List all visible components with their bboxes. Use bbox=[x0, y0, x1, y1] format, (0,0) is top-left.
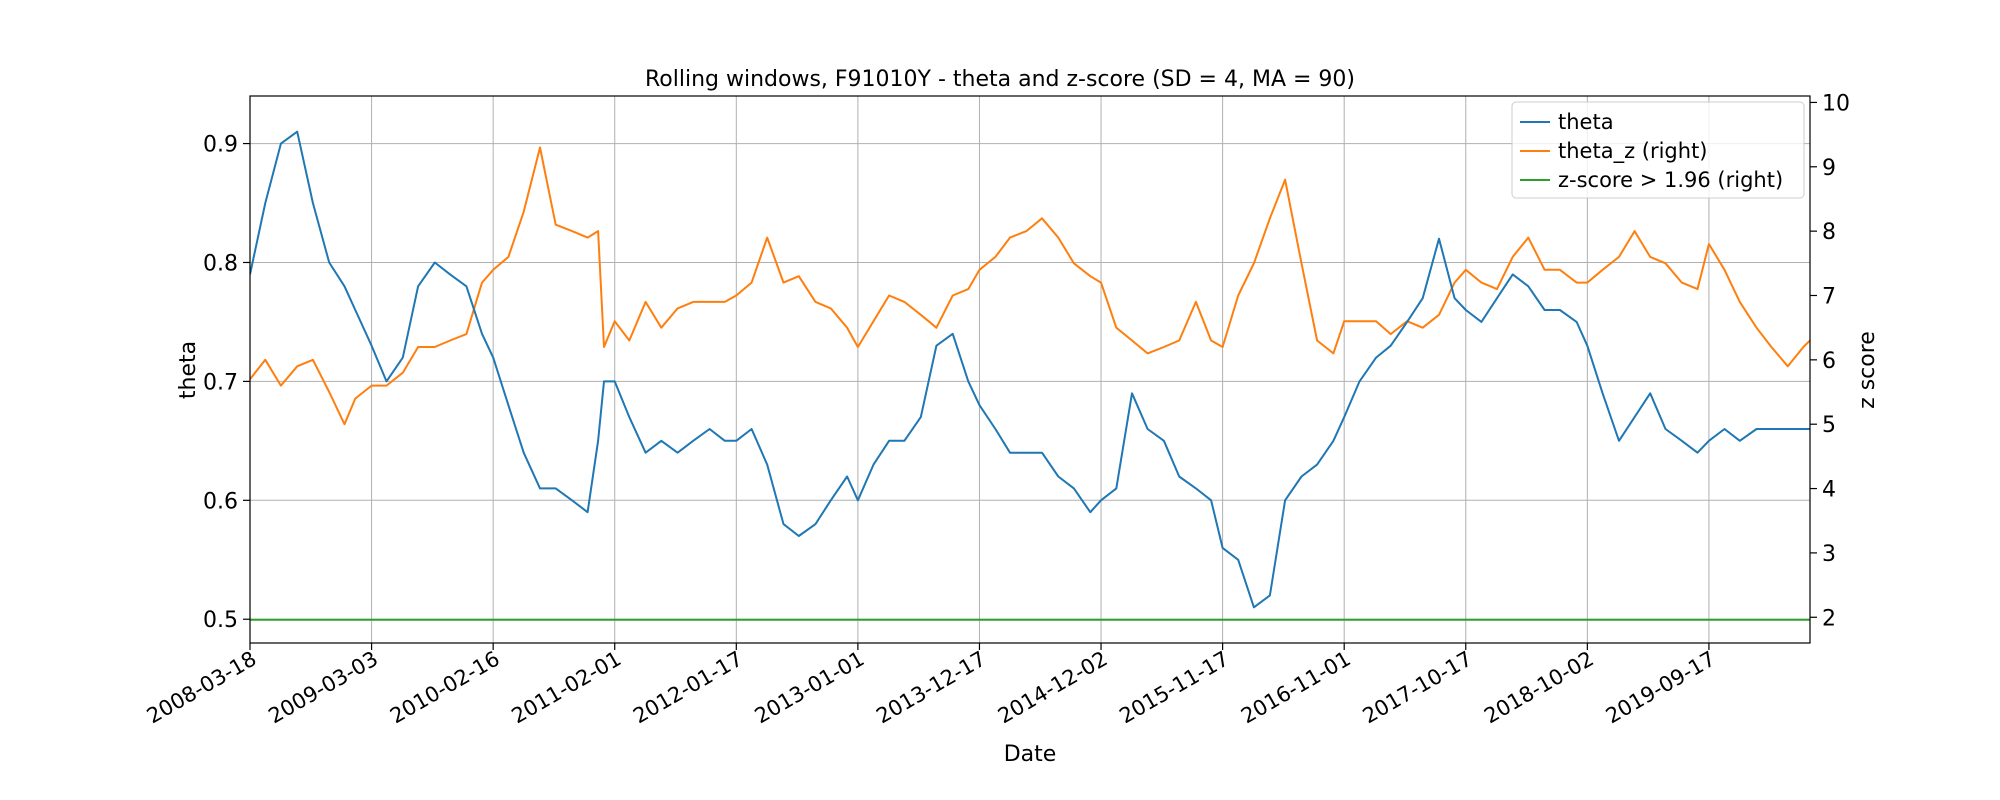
legend-label-theta: theta bbox=[1558, 110, 1614, 134]
series-line-theta bbox=[250, 130, 1810, 609]
y-tick-label-left: 0.7 bbox=[203, 370, 238, 395]
y-tick-label-right: 6 bbox=[1822, 349, 1836, 374]
y-tick-label-right: 9 bbox=[1822, 156, 1836, 181]
legend-label-z-threshold: z-score > 1.96 (right) bbox=[1558, 168, 1783, 192]
series-line-theta-z-right bbox=[250, 146, 1810, 426]
y-axis-label-right: z score bbox=[1855, 331, 1880, 409]
legend-label-theta-z: theta_z (right) bbox=[1558, 139, 1708, 164]
y-axis-label-left: theta bbox=[176, 341, 201, 399]
y-tick-label-left: 0.9 bbox=[203, 133, 238, 158]
y-tick-label-right: 5 bbox=[1822, 413, 1836, 438]
y-tick-label-right: 10 bbox=[1822, 91, 1850, 116]
y-tick-label-left: 0.6 bbox=[203, 489, 238, 514]
plot-frame bbox=[249, 95, 1811, 644]
legend: theta theta_z (right) z-score > 1.96 (ri… bbox=[1511, 101, 1805, 199]
y-tick-label-right: 7 bbox=[1822, 284, 1836, 309]
y-tick-label-right: 3 bbox=[1822, 542, 1836, 567]
legend-box bbox=[1511, 101, 1805, 199]
y-tick-label-right: 4 bbox=[1822, 478, 1836, 503]
x-axis-label: Date bbox=[1004, 742, 1057, 767]
y-tick-label-left: 0.5 bbox=[203, 608, 238, 633]
y-tick-label-left: 0.8 bbox=[203, 251, 238, 276]
y-tick-label-right: 8 bbox=[1822, 220, 1836, 245]
y-tick-label-right: 2 bbox=[1822, 606, 1836, 631]
chart-title: Rolling windows, F91010Y - theta and z-s… bbox=[645, 67, 1355, 92]
plot-area bbox=[250, 130, 1810, 621]
